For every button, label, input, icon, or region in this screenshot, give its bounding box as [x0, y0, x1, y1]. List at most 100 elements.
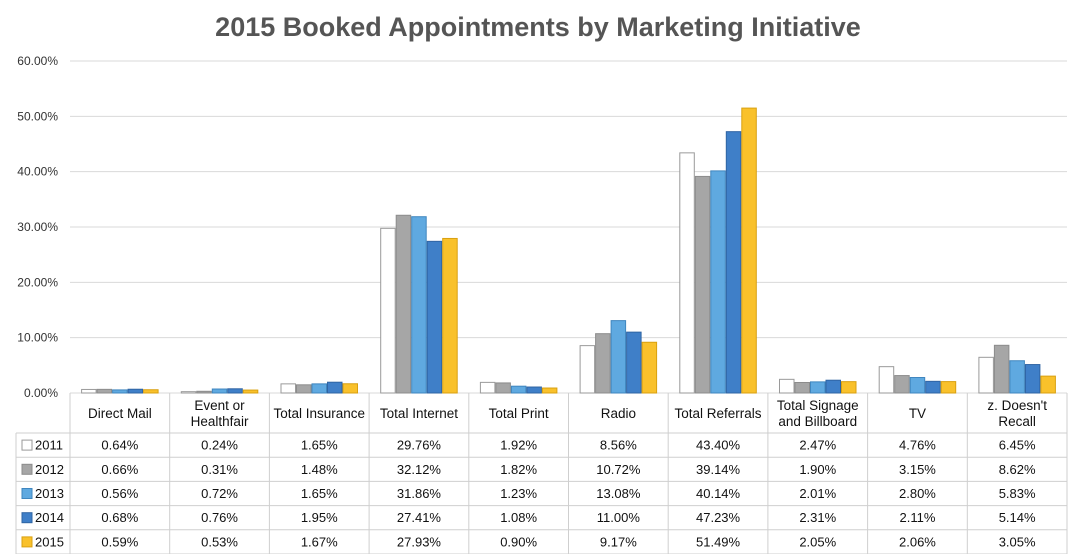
data-label: 6.45%: [999, 438, 1036, 453]
bar-2011-5: [579, 345, 596, 394]
bar-2013-7: [810, 381, 826, 394]
bar-2013-8: [909, 377, 926, 394]
data-label: 2.47%: [799, 438, 836, 453]
bar-2012-8: [894, 375, 910, 394]
y-tick-label: 20.00%: [17, 275, 58, 289]
bar-2015-4: [541, 387, 558, 394]
bar-2015-7: [841, 381, 857, 394]
bar-2013-5: [610, 320, 627, 394]
data-label: 1.67%: [301, 534, 338, 549]
gridlines: [70, 60, 1067, 394]
category-label: Event or: [194, 398, 245, 413]
data-label: 0.24%: [201, 438, 238, 453]
y-tick-label: 10.00%: [17, 331, 58, 345]
y-axis-ticks: 0.00% 10.00% 20.00% 30.00% 40.00% 50.00% 60.00…: [17, 54, 58, 400]
bar-2013-2: [311, 383, 327, 394]
category-label: Total Internet: [380, 406, 458, 421]
bar-2011-8: [878, 366, 895, 394]
bar-2014-1: [227, 388, 243, 394]
bar-2011-1: [180, 391, 197, 394]
data-label: 3.05%: [999, 534, 1036, 549]
bar-2011-4: [479, 381, 496, 394]
data-label: 32.12%: [397, 462, 442, 477]
data-label: 0.59%: [101, 534, 138, 549]
data-label: 43.40%: [696, 438, 741, 453]
category-label: TV: [909, 406, 926, 421]
data-label: 2.11%: [899, 510, 935, 525]
bar-2013-9: [1009, 360, 1025, 394]
chart-title: 2015 Booked Appointments by Marketing In…: [215, 12, 861, 42]
bars: [81, 107, 1056, 394]
bar-2014-7: [825, 379, 841, 394]
legend-key-2011: [21, 439, 33, 451]
data-label: 8.62%: [999, 462, 1036, 477]
bar-2012-6: [694, 175, 711, 394]
bar-2015-2: [342, 383, 358, 394]
data-label: 1.08%: [500, 510, 537, 525]
bar-2015-1: [242, 389, 259, 394]
y-tick-label: 0.00%: [24, 386, 58, 400]
bar-2014-3: [426, 240, 443, 394]
category-label: Direct Mail: [88, 406, 152, 421]
legend-key-2014: [21, 512, 33, 524]
data-label: 5.14%: [999, 510, 1036, 525]
data-label: 1.23%: [500, 486, 537, 501]
data-label: 39.14%: [696, 462, 741, 477]
data-label: 11.00%: [597, 510, 641, 525]
bar-2015-3: [442, 237, 458, 394]
category-label: Healthfair: [191, 414, 249, 429]
data-label: 1.92%: [500, 438, 537, 453]
y-tick-label: 30.00%: [17, 220, 58, 234]
bar-2014-2: [327, 381, 343, 394]
bar-2011-7: [779, 378, 795, 394]
bar-2012-4: [495, 382, 511, 394]
y-tick-label: 60.00%: [17, 54, 58, 68]
bar-2012-5: [595, 333, 611, 394]
data-label: 1.90%: [799, 462, 836, 477]
data-label: 8.56%: [600, 438, 637, 453]
data-label: 2.31%: [799, 510, 836, 525]
bar-2015-5: [641, 341, 658, 394]
data-label: 1.48%: [301, 462, 338, 477]
data-label: 2.06%: [899, 534, 936, 549]
data-label: 1.65%: [301, 438, 338, 453]
bar-2015-8: [940, 381, 957, 394]
series-label: 2012: [35, 462, 64, 477]
bar-2012-0: [96, 388, 113, 394]
bar-2014-5: [626, 331, 642, 394]
data-label: 1.65%: [301, 486, 338, 501]
category-label: Radio: [601, 406, 636, 421]
bar-2013-1: [211, 388, 228, 394]
data-label: 1.82%: [500, 462, 537, 477]
series-label: 2011: [35, 438, 63, 453]
data-label: 2.80%: [899, 486, 936, 501]
y-tick-label: 40.00%: [17, 165, 58, 179]
bar-2014-0: [127, 388, 144, 394]
data-label: 10.72%: [596, 462, 641, 477]
data-label: 3.15%: [899, 462, 936, 477]
data-label: 27.93%: [397, 534, 442, 549]
data-label: 2.05%: [799, 534, 836, 549]
bar-2011-0: [81, 388, 97, 394]
bar-2013-0: [112, 389, 128, 394]
data-label: 0.56%: [101, 486, 138, 501]
bar-2014-8: [925, 380, 941, 394]
bar-2013-6: [710, 170, 726, 394]
data-label: 40.14%: [696, 486, 741, 501]
category-label: Total Print: [489, 406, 549, 421]
category-label: and Billboard: [778, 414, 857, 429]
legend-key-2013: [21, 488, 33, 499]
data-label: 0.53%: [201, 534, 238, 549]
category-label: Total Insurance: [273, 406, 365, 421]
bar-2012-9: [993, 344, 1010, 394]
bar-2012-1: [196, 390, 212, 394]
bar-2012-2: [296, 384, 312, 394]
series-label: 2015: [35, 534, 64, 549]
data-label: 2.01%: [799, 486, 836, 501]
data-label: 9.17%: [600, 534, 637, 549]
data-label: 0.72%: [201, 486, 238, 501]
series-label: 2013: [35, 486, 64, 501]
legend-key-2012: [21, 463, 33, 475]
